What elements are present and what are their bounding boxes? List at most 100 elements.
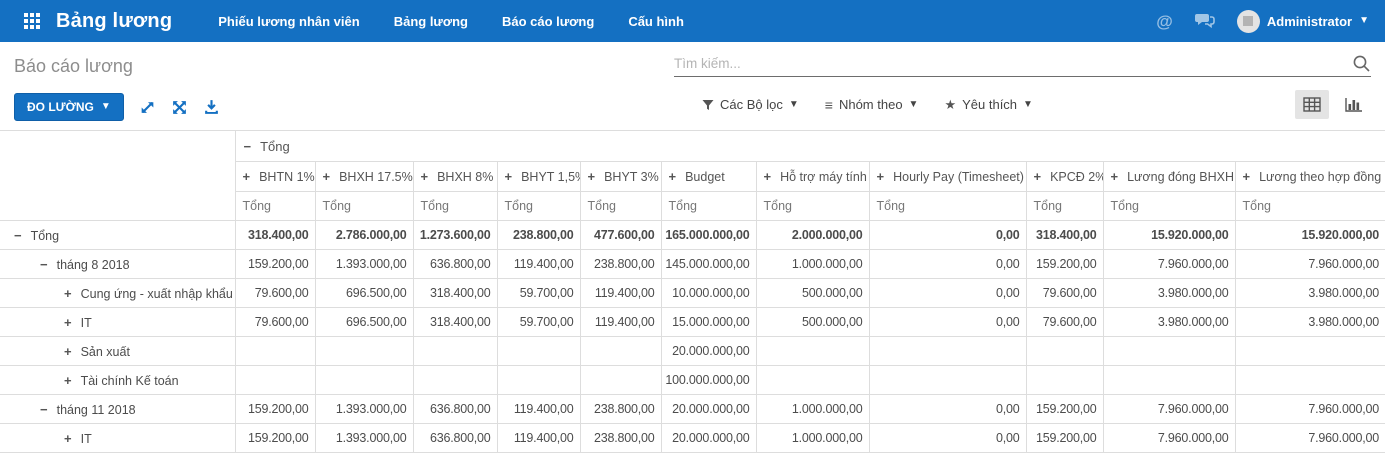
pivot-value-cell: 1.393.000,00 — [314, 423, 414, 453]
filters-button[interactable]: Các Bộ lọc ▼ — [702, 97, 799, 112]
measure-column-label: KPCĐ 2% — [1050, 170, 1103, 184]
user-avatar — [1236, 9, 1260, 33]
pivot-value-cell: 1.393.000,00 — [314, 249, 414, 279]
user-menu[interactable]: Administrator ▼ — [1236, 9, 1369, 33]
measure-column-label: Lương theo hợp đồng — [1259, 170, 1382, 184]
expand-icon[interactable]: + — [64, 285, 72, 301]
measure-column-header[interactable]: + BHTN 1% — [235, 161, 316, 192]
apps-grid-icon[interactable] — [24, 13, 40, 29]
row-group-header[interactable]: + IT — [0, 307, 236, 337]
aggregate-header-cell: Tổng — [1234, 191, 1385, 221]
row-group-header[interactable]: + Sản xuất — [0, 336, 236, 366]
measure-column-header[interactable]: + KPCĐ 2% — [1025, 161, 1104, 192]
row-group-header[interactable]: − tháng 11 2018 — [0, 394, 236, 424]
pivot-value-cell — [868, 365, 1027, 395]
expand-icon[interactable]: + — [64, 430, 72, 446]
expand-icon[interactable]: + — [587, 169, 596, 184]
pivot-value-cell: 119.400,00 — [579, 307, 662, 337]
measure-column-header[interactable]: + Hourly Pay (Timesheet) — [868, 161, 1027, 192]
expand-icon[interactable]: + — [420, 169, 429, 184]
pivot-view-button[interactable] — [1295, 90, 1329, 119]
pivot-value-cell: 238.800,00 — [579, 394, 662, 424]
app-title[interactable]: Bảng lương — [56, 9, 173, 32]
bar-chart-view-button[interactable] — [1337, 90, 1371, 119]
messages-chat-icon[interactable] — [1194, 13, 1215, 29]
row-group-header[interactable]: − tháng 8 2018 — [0, 249, 236, 279]
mentions-at-icon[interactable]: @ — [1156, 11, 1173, 31]
pivot-value-cell: 20.000.000,00 — [660, 336, 757, 366]
pivot-row: + Tài chính Kế toán 100.000.000,00 — [0, 365, 1385, 395]
column-group-row: − Tổng — [0, 130, 1385, 221]
measure-column-header[interactable]: + Hỗ trợ máy tính — [755, 161, 870, 192]
pivot-value-cell — [1102, 365, 1236, 395]
navbar-right: @ Administrator ▼ — [1156, 9, 1369, 33]
nav-item-payroll-report[interactable]: Báo cáo lương — [501, 13, 595, 29]
aggregate-header-cell: Tổng — [868, 191, 1027, 221]
expand-icon[interactable]: + — [242, 169, 251, 184]
groupby-button[interactable]: ≡ Nhóm theo ▼ — [825, 97, 919, 113]
pivot-value-cell — [1234, 336, 1385, 366]
measure-column-label: BHXH 8% — [437, 170, 494, 184]
nav-item-payslips[interactable]: Phiếu lương nhân viên — [218, 13, 360, 29]
expand-icon[interactable]: + — [64, 314, 72, 330]
bar-chart-icon — [1345, 98, 1362, 112]
expand-icon[interactable]: + — [1242, 169, 1251, 184]
pivot-value-cell: 3.980.000,00 — [1102, 307, 1236, 337]
expand-icon[interactable]: + — [1033, 169, 1042, 184]
collapse-icon[interactable]: − — [40, 401, 48, 417]
pivot-corner-cell — [0, 130, 236, 221]
nav-item-configuration[interactable]: Cấu hình — [628, 13, 684, 29]
measure-column-label: BHTN 1% — [259, 170, 315, 184]
measure-column-header[interactable]: + BHYT 1,5% — [496, 161, 581, 192]
search-input[interactable] — [674, 56, 1352, 71]
expand-icon[interactable]: + — [322, 169, 331, 184]
expand-icon[interactable]: + — [64, 372, 72, 388]
pivot-table-icon — [1303, 97, 1321, 112]
expand-all-icon[interactable] — [171, 99, 188, 116]
measure-column-header[interactable]: + BHYT 3% — [579, 161, 662, 192]
aggregate-header-cell: Tổng — [314, 191, 414, 221]
download-icon[interactable] — [203, 99, 220, 116]
nav-item-payroll[interactable]: Bảng lương — [393, 13, 468, 29]
pivot-value-cell — [1025, 336, 1104, 366]
measures-button-label: ĐO LƯỜNG — [27, 100, 94, 114]
expand-icon[interactable]: + — [504, 169, 513, 184]
measure-column-header[interactable]: + BHXH 8% — [412, 161, 498, 192]
pivot-value-cell: 7.960.000,00 — [1234, 394, 1385, 424]
measure-column-label: Hỗ trợ máy tính — [780, 170, 867, 184]
pivot-row: + IT 159.200,00 1.393.000,00 636.800,00 119.4… — [0, 423, 1385, 453]
collapse-icon[interactable]: − — [14, 227, 22, 243]
pivot-value-cell: 7.960.000,00 — [1102, 394, 1236, 424]
measure-column-header[interactable]: + Budget — [660, 161, 757, 192]
row-group-header[interactable]: − Tổng — [0, 220, 236, 250]
expand-icon[interactable]: + — [763, 169, 772, 184]
breadcrumb: Báo cáo lương — [14, 56, 133, 76]
measure-column-header[interactable]: + Lương theo hợp đồng — [1234, 161, 1385, 192]
expand-icon[interactable]: + — [64, 343, 72, 359]
column-group-header[interactable]: − Tổng — [234, 130, 1385, 162]
measures-button[interactable]: ĐO LƯỜNG ▼ — [14, 93, 124, 121]
row-group-header[interactable]: + IT — [0, 423, 236, 453]
pivot-value-cell: 79.600,00 — [1025, 307, 1104, 337]
expand-icon[interactable]: + — [1110, 169, 1119, 184]
pivot-value-cell: 15.920.000,00 — [1102, 220, 1236, 250]
flip-axis-icon[interactable] — [139, 99, 156, 116]
measure-column-header[interactable]: + BHXH 17.5% — [314, 161, 414, 192]
pivot-value-cell: 119.400,00 — [496, 394, 581, 424]
row-group-header[interactable]: + Tài chính Kế toán — [0, 365, 236, 395]
top-navbar: Bảng lương Phiếu lương nhân viên Bảng lư… — [0, 0, 1385, 42]
collapse-icon[interactable]: − — [40, 256, 48, 272]
pivot-value-cell: 59.700,00 — [496, 307, 581, 337]
expand-icon[interactable]: + — [876, 169, 885, 184]
collapse-icon[interactable]: − — [243, 138, 252, 154]
row-group-header[interactable]: + Cung ứng - xuất nhập khẩu — [0, 278, 236, 308]
pivot-value-cell: 0,00 — [868, 307, 1027, 337]
chevron-down-icon: ▼ — [1023, 98, 1033, 110]
expand-icon[interactable]: + — [668, 169, 677, 184]
measure-column-header[interactable]: + Lương đóng BHXH — [1102, 161, 1236, 192]
row-group-label: IT — [80, 431, 92, 446]
chevron-down-icon: ▼ — [908, 98, 919, 110]
favorites-button[interactable]: ★ Yêu thích ▼ — [944, 97, 1033, 113]
search-icon[interactable] — [1352, 54, 1371, 73]
search-bar — [674, 54, 1371, 77]
